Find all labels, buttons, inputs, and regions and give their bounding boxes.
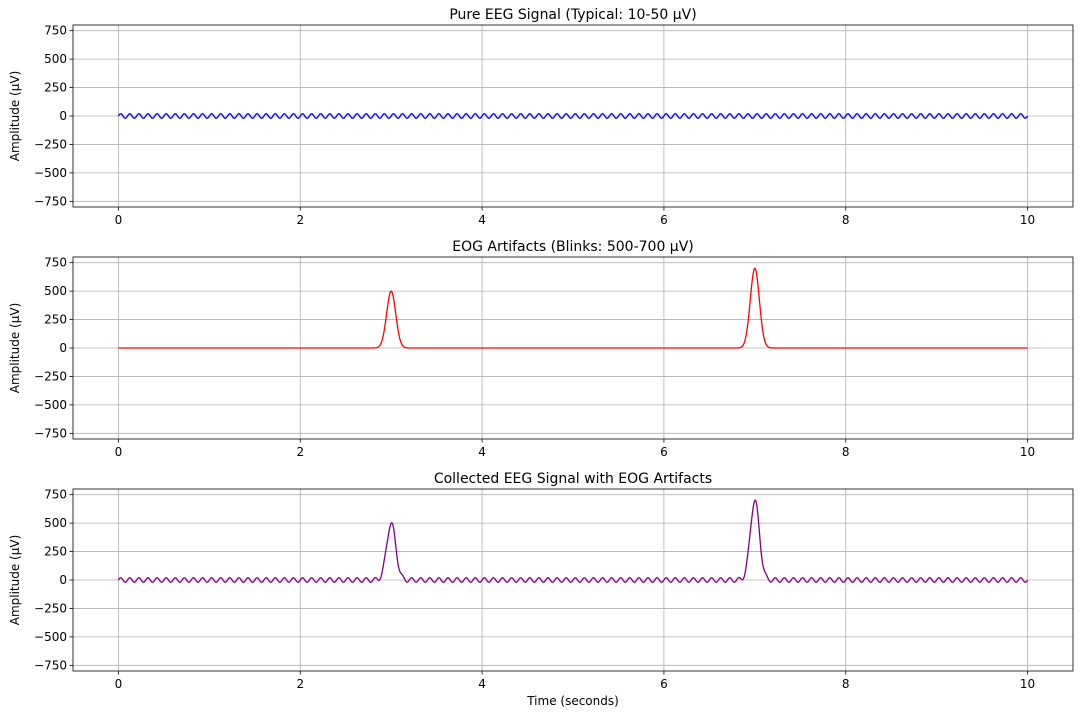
x-tick-label: 4 bbox=[478, 445, 486, 459]
y-tick-label: 250 bbox=[44, 313, 67, 327]
y-tick-label: 750 bbox=[44, 24, 67, 38]
x-tick-label: 10 bbox=[1020, 677, 1035, 691]
x-axis-label: Time (seconds) bbox=[526, 694, 619, 708]
x-tick-label: 8 bbox=[842, 677, 850, 691]
y-tick-label: 500 bbox=[44, 516, 67, 530]
y-tick-label: −750 bbox=[34, 194, 67, 208]
x-tick-label: 10 bbox=[1020, 445, 1035, 459]
y-tick-label: 500 bbox=[44, 284, 67, 298]
series-line-1 bbox=[118, 267, 1028, 349]
x-tick-label: 0 bbox=[115, 677, 123, 691]
y-tick-label: 250 bbox=[44, 81, 67, 95]
chart-2: 0 2 4 6 8 10 750 500 250 0 −250 −500 −750 EOG Artifac… bbox=[8, 239, 1074, 459]
x-tick-label: 0 bbox=[115, 445, 123, 459]
x-tick-label: 8 bbox=[842, 213, 850, 227]
x-tick-label: 6 bbox=[660, 445, 668, 459]
x-tick-label: 10 bbox=[1020, 213, 1035, 227]
x-tick-label: 4 bbox=[478, 677, 486, 691]
series-line-1 bbox=[117, 113, 1029, 119]
y-axis-label: Amplitude (μV) bbox=[8, 535, 22, 626]
x-tick-label: 0 bbox=[115, 213, 123, 227]
y-tick-label: −750 bbox=[34, 426, 67, 440]
chart-title: Collected EEG Signal with EOG Artifacts bbox=[434, 471, 712, 487]
y-tick-label: −250 bbox=[34, 137, 67, 151]
chart-title: EOG Artifacts (Blinks: 500-700 μV) bbox=[452, 239, 694, 255]
y-tick-label: −500 bbox=[34, 398, 67, 412]
y-tick-label: 0 bbox=[59, 573, 67, 587]
chart-1: 0 2 4 6 8 10 750 500 250 0 −250 −500 −750 Pure EEG Si… bbox=[8, 7, 1074, 227]
y-tick-label: 0 bbox=[59, 109, 67, 123]
x-tick-label: 2 bbox=[296, 677, 304, 691]
x-tick-label: 6 bbox=[660, 213, 668, 227]
chart-3: 0 2 4 6 8 10 750 500 250 0 −250 −500 −750 Collected E… bbox=[8, 471, 1074, 708]
chart-title: Pure EEG Signal (Typical: 10-50 μV) bbox=[449, 7, 696, 23]
y-tick-label: 500 bbox=[44, 52, 67, 66]
x-tick-label: 4 bbox=[478, 213, 486, 227]
y-tick-label: −500 bbox=[34, 630, 67, 644]
y-axis-label: Amplitude (μV) bbox=[8, 303, 22, 394]
x-tick-label: 2 bbox=[296, 445, 304, 459]
x-tick-label: 8 bbox=[842, 445, 850, 459]
y-axis-label: Amplitude (μV) bbox=[8, 71, 22, 162]
y-tick-label: 750 bbox=[44, 256, 67, 270]
x-tick-label: 2 bbox=[296, 213, 304, 227]
y-tick-label: −750 bbox=[34, 658, 67, 672]
x-tick-label: 6 bbox=[660, 677, 668, 691]
y-tick-label: 250 bbox=[44, 545, 67, 559]
y-tick-label: −250 bbox=[34, 601, 67, 615]
series-line-1 bbox=[117, 499, 1029, 583]
y-tick-label: 750 bbox=[44, 488, 67, 502]
y-tick-label: −500 bbox=[34, 166, 67, 180]
y-tick-label: −250 bbox=[34, 369, 67, 383]
y-tick-label: 0 bbox=[59, 341, 67, 355]
